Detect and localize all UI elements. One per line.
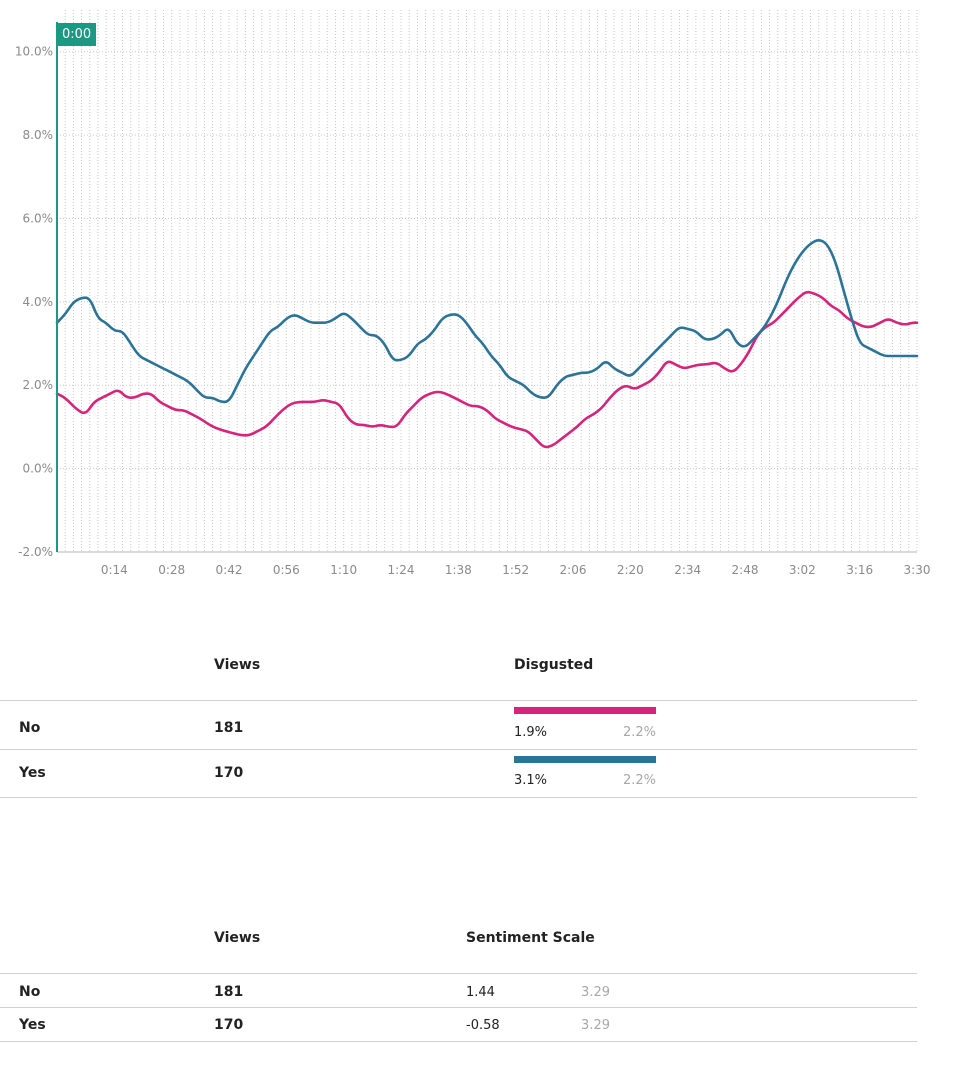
value-bar	[514, 756, 656, 763]
table-row: Yes 170 -0.58 3.29	[0, 1008, 917, 1042]
y-tick-label: 10.0%	[15, 45, 53, 59]
series-line-no	[55, 290, 919, 449]
row-value: 3.1%	[514, 773, 548, 788]
row-average: 2.2%	[622, 773, 656, 788]
row-views: 181	[214, 984, 244, 1000]
y-tick-label: 8.0%	[23, 128, 54, 142]
views-header: Views	[214, 657, 261, 673]
y-tick-label: 6.0%	[23, 211, 54, 225]
series-lines	[55, 239, 919, 449]
x-tick-label: 2:06	[560, 563, 587, 577]
row-value: -0.58	[466, 1018, 500, 1033]
row-average: 3.29	[581, 1018, 610, 1033]
playhead-time-badge[interactable]: 0:00	[57, 23, 97, 46]
x-axis-labels: 0:14 0:28 0:42 0:56 1:10 1:24 1:38 1:52 2:06 2:20…	[101, 563, 931, 577]
row-label: No	[19, 984, 41, 1000]
value-bar	[514, 707, 656, 714]
row-average: 2.2%	[622, 725, 656, 740]
header-divider	[0, 973, 917, 974]
x-tick-label: 3:16	[846, 563, 873, 577]
metric-header: Disgusted	[514, 657, 594, 673]
table-row: No 181 1.9% 2.2%	[0, 701, 917, 750]
metric-header: Sentiment Scale	[466, 930, 595, 946]
row-views: 170	[214, 1017, 244, 1033]
x-tick-label: 0:28	[158, 563, 185, 577]
header-divider	[0, 700, 917, 701]
x-tick-label: 1:38	[445, 563, 472, 577]
row-views: 170	[214, 765, 244, 781]
row-value: 1.44	[466, 985, 495, 1000]
x-tick-label: 1:52	[502, 563, 529, 577]
x-tick-label: 0:14	[101, 563, 128, 577]
row-label: Yes	[19, 765, 46, 781]
row-value: 1.9%	[514, 725, 548, 740]
y-axis-labels: -2.0% 0.0% 2.0% 4.0% 6.0% 8.0% 10.0%	[15, 45, 53, 559]
series-line-yes	[55, 239, 919, 404]
x-tick-label: 2:34	[674, 563, 701, 577]
sentiment-table: Views Sentiment Scale No 181 1.44 3.29 Y…	[0, 915, 917, 1045]
row-average: 3.29	[581, 985, 610, 1000]
y-tick-label: -2.0%	[18, 545, 53, 559]
row-views: 181	[214, 720, 244, 736]
x-tick-label: 1:10	[330, 563, 357, 577]
views-header: Views	[214, 930, 261, 946]
row-label: Yes	[19, 1017, 46, 1033]
x-tick-label: 0:56	[273, 563, 300, 577]
y-gridlines	[57, 51, 917, 553]
table-row: No 181 1.44 3.29	[0, 974, 917, 1008]
x-gridlines	[64, 10, 918, 552]
x-tick-label: 1:24	[388, 563, 415, 577]
line-chart: -2.0%0.0%2.0%4.0%6.0%8.0%10.0% 0:14 0:28 0…	[15, 10, 931, 577]
emotion-table: Views Disgusted No 181 1.9% 2.2% Yes 170…	[0, 640, 917, 800]
x-tick-label: 3:30	[904, 563, 931, 577]
y-tick-label: 0.0%	[23, 462, 54, 476]
y-tick-label: 2.0%	[23, 378, 54, 392]
table-row: Yes 170 3.1% 2.2%	[0, 750, 917, 798]
x-tick-label: 2:48	[732, 563, 759, 577]
y-tick-label: 4.0%	[23, 295, 54, 309]
row-label: No	[19, 720, 41, 736]
x-tick-label: 2:20	[617, 563, 644, 577]
x-tick-label: 3:02	[789, 563, 816, 577]
x-tick-label: 0:42	[216, 563, 243, 577]
